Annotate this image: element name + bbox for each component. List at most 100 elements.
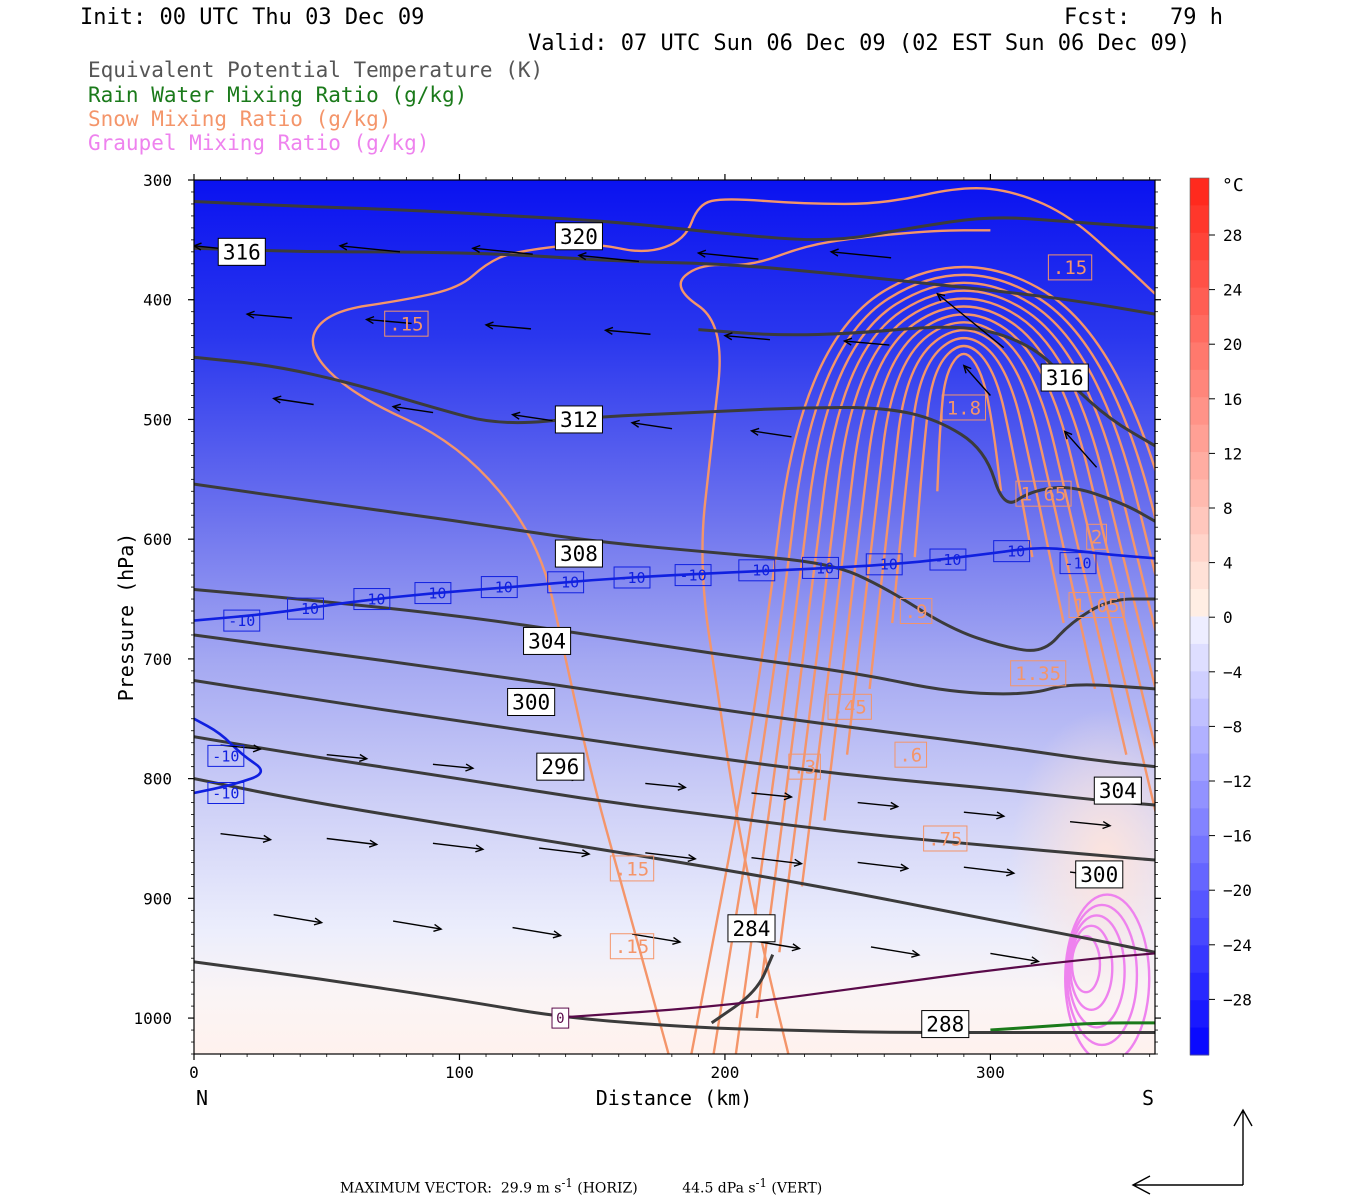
graupel-contour: [1064, 893, 1151, 1054]
isotherm-label: -10: [547, 571, 585, 594]
colorbar-bin: [1190, 671, 1209, 700]
isotherm-label-box: [414, 582, 452, 605]
isotherm-label-box: [287, 597, 324, 620]
theta-e-label-box: [554, 222, 603, 251]
snow-contour-outer: [311, 187, 1155, 1054]
theta-e-label-text: 304: [528, 630, 566, 654]
wind-vector-head: [475, 844, 485, 853]
wind-vector: [220, 833, 271, 841]
snow-label-text: .15: [615, 858, 649, 880]
theta-e-label: 312: [554, 405, 603, 434]
isotherm-label: -10: [802, 556, 839, 579]
theta-e-contour-304: [194, 587, 1155, 696]
isotherm-label-box: [929, 548, 967, 571]
wind-vector: [512, 926, 561, 937]
colorbar-bin: [1190, 506, 1209, 535]
snow-label-text: .6: [899, 745, 922, 767]
isotherm-label-box: [865, 553, 903, 576]
colorbar-bin: [1190, 643, 1209, 672]
rain-contour: [990, 1021, 1155, 1032]
snow-label: 2: [1086, 523, 1107, 550]
snow-contour: [755, 289, 1155, 1019]
wind-vector-head: [899, 863, 910, 872]
isotherm-label-text: -10: [998, 543, 1025, 561]
snow-label: .15: [609, 933, 655, 960]
north-label: N: [196, 1086, 208, 1110]
isotherm-label: -10: [993, 540, 1031, 563]
snow-label-text: .15: [1053, 257, 1087, 279]
colorbar-bin: [1190, 232, 1209, 261]
wind-vector-head: [1063, 430, 1073, 440]
wind-vector-head: [552, 930, 563, 939]
theta-e-label-text: 296: [541, 755, 579, 779]
snow-label: .15: [384, 310, 429, 337]
colorbar-tick-label: −24: [1223, 936, 1252, 955]
colorbar-tick-label: 4: [1223, 554, 1233, 573]
colorbar-tick-label: −8: [1223, 717, 1242, 736]
theta-e-label-box: [1075, 860, 1124, 889]
wind-vector-head: [677, 782, 687, 791]
colorbar-bin: [1190, 917, 1209, 946]
colorbar-bin: [1190, 726, 1209, 755]
isotherm-label-box: [802, 556, 839, 579]
wind-vector-head: [672, 936, 682, 945]
snow-label-box: [899, 598, 933, 625]
graupel-contour: [1065, 903, 1139, 1047]
isotherm-label-box: [613, 566, 651, 589]
isotherm-label-box: [207, 744, 245, 767]
isotherm-label-box: [547, 571, 585, 594]
wind-vector-head: [889, 801, 900, 810]
theta-e-label: 308: [554, 539, 603, 568]
forecast-hour: Fcst: 79 h: [1064, 5, 1223, 30]
colorbar-tick-label: −28: [1223, 990, 1252, 1009]
theta-e-label-text: 300: [1080, 863, 1118, 887]
wind-vector-head: [577, 252, 587, 261]
wind-vector-head: [749, 427, 760, 436]
theta-e-label: 304: [1093, 776, 1142, 805]
wind-vector-head: [368, 839, 379, 848]
graupel-contour: [1069, 924, 1114, 1011]
snow-contour: [868, 329, 1097, 690]
theta-e-label-text: 300: [512, 691, 550, 715]
wind-vector: [698, 252, 759, 260]
wind-vector: [539, 847, 590, 855]
theta-e-label-text: 308: [560, 542, 598, 566]
wind-vector: [247, 313, 293, 319]
isotherm-label-text: -10: [618, 569, 645, 587]
theta-e-label-box: [523, 626, 572, 655]
isotherm-label: -10: [414, 582, 452, 605]
theta-e-contour-320: [194, 200, 1155, 242]
wind-vector: [578, 254, 640, 263]
snow-label-text: 1.8: [947, 397, 981, 419]
theta-e-contour-284: [710, 954, 775, 1025]
wind-vector-head: [911, 949, 921, 958]
isotherm-label: -10: [207, 744, 245, 767]
snow-label-text: .15: [389, 314, 423, 336]
colorbar-bin: [1190, 205, 1209, 234]
colorbar-tick-label: −16: [1223, 827, 1252, 846]
theta-e-label-text: 316: [223, 240, 261, 264]
isotherm-label-text: -10: [743, 562, 770, 580]
isotherm-label-box: [223, 609, 261, 632]
snow-contour: [890, 336, 1065, 624]
theta-e-label-box: [554, 539, 603, 568]
wind-vector: [870, 946, 920, 956]
isotherm-label-box: [480, 576, 518, 599]
wind-vector-head: [783, 792, 794, 801]
theta-e-contour-312: [194, 355, 1155, 523]
isotherm-label-text: -10: [212, 747, 239, 765]
x-tick-label: 0: [189, 1063, 199, 1082]
snow-label-box: [609, 933, 655, 960]
colorbar-bin: [1190, 972, 1209, 1001]
snow-contour: [690, 265, 1155, 1054]
isotherm-label-box: [1059, 552, 1097, 575]
isotherm-label-text: -10: [680, 566, 707, 584]
wind-vector: [990, 952, 1039, 963]
x-axis-label: Distance (km): [596, 1086, 753, 1110]
colorbar-bin: [1190, 945, 1209, 974]
isotherm-label-text: -10: [871, 556, 898, 574]
wind-vector: [963, 866, 1014, 874]
wind-vector: [326, 837, 377, 846]
wind-vector: [645, 852, 696, 860]
snow-label-text: 1.35: [1015, 663, 1061, 685]
